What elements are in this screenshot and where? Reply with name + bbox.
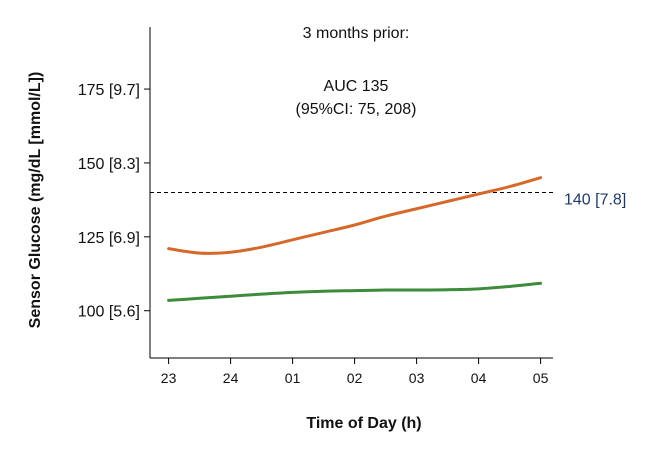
y-tick-label-3: 175 [9.7] — [78, 82, 140, 99]
annotation-line-2: AUC 135 — [324, 78, 389, 95]
reference-line-label: 140 [7.8] — [564, 192, 626, 209]
y-axis-ticks: 100 [5.6] 125 [6.9] 150 [8.3] 175 [9.7] — [78, 82, 150, 321]
series-group — [167, 176, 543, 302]
x-tick-label-1: 24 — [223, 370, 239, 386]
x-tick-label-2: 01 — [285, 370, 301, 386]
annotation-line-3: (95%CI: 75, 208) — [296, 101, 417, 118]
series-line-0 — [167, 176, 543, 255]
x-tick-label-3: 02 — [347, 370, 363, 386]
y-tick-label-2: 150 [8.3] — [78, 156, 140, 173]
y-tick-label-0: 100 [5.6] — [78, 304, 140, 321]
x-axis-ticks: 23 24 01 02 03 04 05 — [161, 358, 549, 386]
x-tick-label-0: 23 — [161, 370, 177, 386]
annotation-line-1: 3 months prior: — [303, 25, 410, 42]
y-tick-label-1: 125 [6.9] — [78, 230, 140, 247]
x-tick-label-6: 05 — [533, 370, 549, 386]
x-tick-label-5: 04 — [471, 370, 487, 386]
series-line-1 — [167, 281, 543, 302]
x-tick-label-4: 03 — [409, 370, 425, 386]
reference-line-group: 140 [7.8] — [150, 192, 626, 209]
y-axis-title: Sensor Glucose (mg/dL [mmol/L]) — [27, 72, 44, 329]
x-axis-title: Time of Day (h) — [306, 415, 421, 432]
